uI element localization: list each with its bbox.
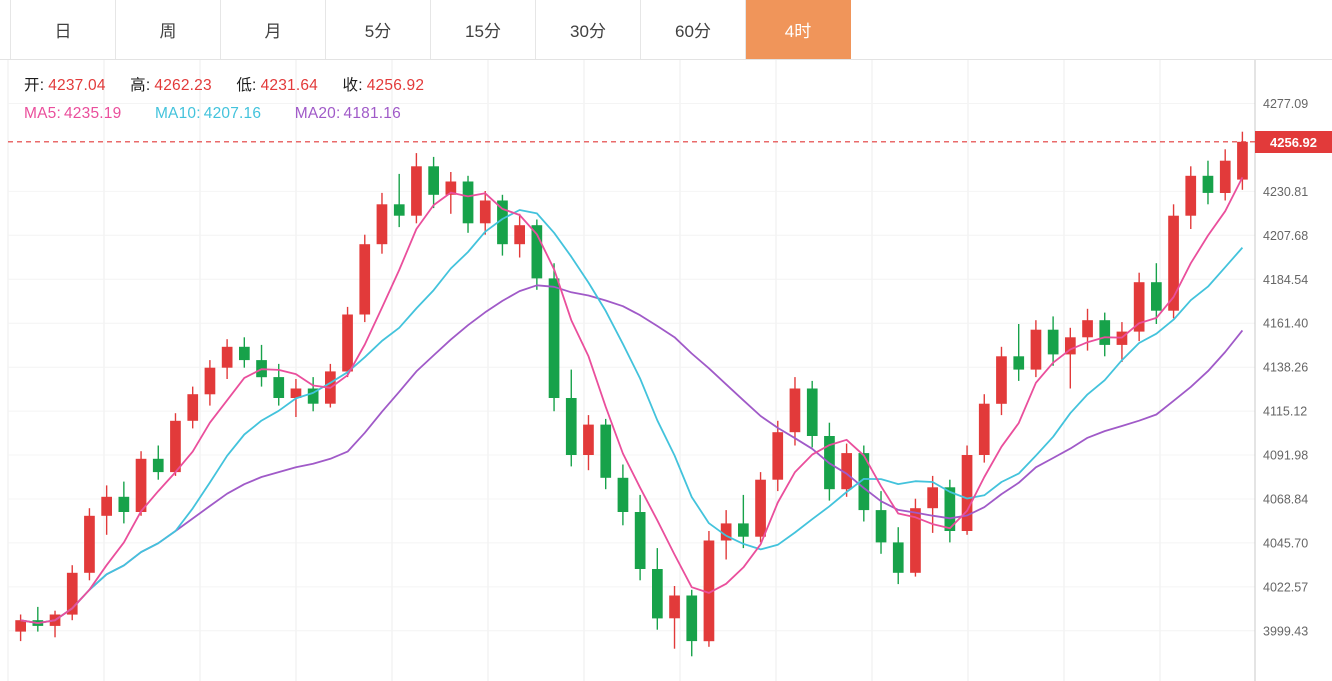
tab-4hour[interactable]: 4时 [746, 0, 851, 59]
y-axis-tick-label: 4115.12 [1263, 405, 1307, 419]
current-price-badge: 4256.92 [1255, 131, 1332, 153]
tab-month-label: 月 [264, 22, 282, 41]
candlestick-chart[interactable]: 4277.09 4230.81 4207.68 4184.54 4161.40 4138.… [0, 60, 1332, 681]
grid-lines [7, 60, 1255, 681]
candles-layer [15, 131, 1248, 657]
y-axis-tick-label: 4022.57 [1263, 580, 1308, 594]
kline-chart-area[interactable]: 4277.09 4230.81 4207.68 4184.54 4161.40 4138.… [0, 60, 1332, 681]
tab-30min-label: 30分 [570, 22, 606, 41]
y-axis-tick-label: 4091.98 [1263, 449, 1308, 463]
tab-60min-label: 60分 [675, 22, 711, 41]
tab-4hour-label: 4时 [784, 22, 812, 41]
tab-5min[interactable]: 5分 [326, 0, 431, 59]
tab-5min-label: 5分 [364, 22, 392, 41]
tab-15min[interactable]: 15分 [431, 0, 536, 59]
y-axis-tick-label: 3999.43 [1263, 624, 1308, 638]
y-axis-tick-label: 4161.40 [1263, 317, 1308, 331]
tab-day[interactable]: 日 [10, 0, 116, 59]
ma10-line [20, 209, 1244, 624]
tab-day-label: 日 [54, 22, 72, 41]
tab-week-label: 周 [159, 22, 177, 41]
y-axis-tick-label: 4045.70 [1263, 536, 1308, 550]
y-axis-tick-label: 4138.26 [1263, 361, 1308, 375]
y-axis-tick-label: 4184.54 [1263, 273, 1308, 287]
tab-month[interactable]: 月 [221, 0, 326, 59]
y-axis-tick-label: 4230.81 [1263, 185, 1308, 199]
y-axis-tick-label: 4207.68 [1263, 229, 1308, 243]
tab-week[interactable]: 周 [116, 0, 221, 59]
tab-30min[interactable]: 30分 [536, 0, 641, 59]
y-axis-tick-label: 4277.09 [1263, 97, 1308, 111]
ma5-line [20, 176, 1244, 624]
ma20-line [20, 284, 1244, 624]
tab-15min-label: 15分 [465, 22, 501, 41]
tab-60min[interactable]: 60分 [641, 0, 746, 59]
y-axis-tick-label: 4068.84 [1263, 493, 1308, 507]
timeframe-tabbar: 日 周 月 5分 15分 30分 60分 4时 [0, 0, 1332, 60]
